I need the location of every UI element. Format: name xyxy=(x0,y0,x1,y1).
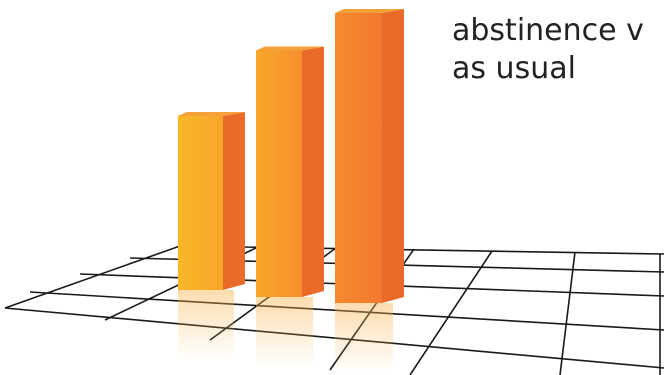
bar-reflection xyxy=(178,290,234,360)
grid-column-line xyxy=(409,250,493,375)
bar-reflection xyxy=(256,297,313,367)
bar-side xyxy=(223,112,245,290)
bar xyxy=(256,50,302,297)
caption-text: abstinence v as usual xyxy=(452,12,664,88)
bar xyxy=(178,116,223,290)
grid-row-line xyxy=(4,307,664,369)
bar-side xyxy=(382,9,404,303)
caption-line-2: as usual xyxy=(452,51,576,86)
bar-reflections xyxy=(178,290,393,373)
bar-top xyxy=(335,9,404,13)
bar-top xyxy=(178,112,245,116)
bars xyxy=(178,9,404,303)
grid-column-line xyxy=(559,251,576,375)
floor-grid xyxy=(4,245,664,375)
caption-line-1: abstinence v xyxy=(452,13,644,48)
bar xyxy=(335,13,382,303)
bar-top xyxy=(256,46,324,51)
grid-column-line xyxy=(4,245,181,309)
bar-side xyxy=(302,46,324,297)
bar-reflection xyxy=(335,303,393,373)
